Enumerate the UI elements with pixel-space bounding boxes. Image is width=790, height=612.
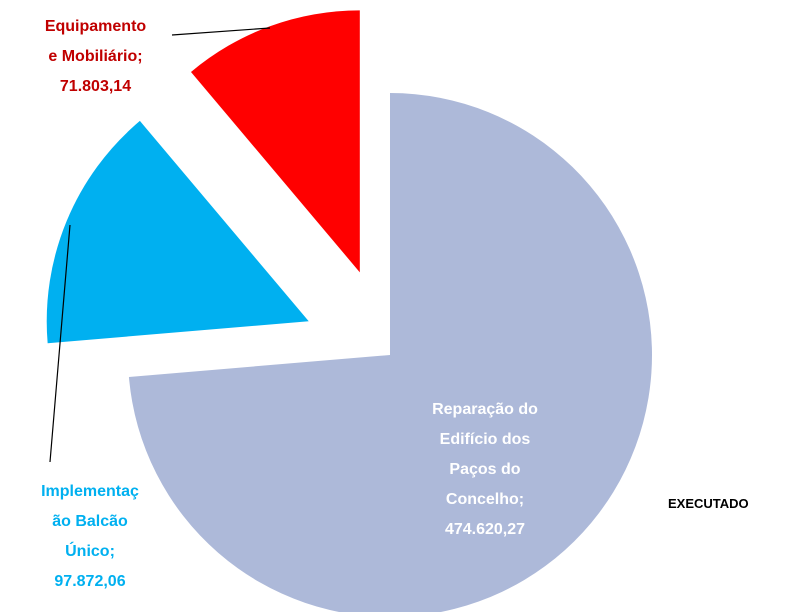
pie-slice (46, 120, 309, 344)
leader-line (49, 224, 71, 463)
label-value: 474.620,27 (444, 521, 526, 538)
data-label: Equipamento e Mobiliário; 71.803,14 (41, 12, 150, 102)
pie-slice (128, 93, 652, 612)
series-name: EXECUTADO (668, 496, 749, 511)
label-separator: ; (518, 491, 525, 508)
label-separator: ; (109, 543, 115, 560)
pie-slice (190, 10, 360, 273)
label-category: Implementação Balcão Único (41, 483, 139, 560)
label-category: Equipamento e Mobiliário (44, 18, 147, 65)
label-category: Reparação do Edifício dos Paços do Conce… (432, 401, 538, 508)
label-separator: ; (137, 48, 143, 65)
leader-line (171, 27, 271, 36)
data-label: Implementação Balcão Único; 97.872,06 (40, 477, 140, 597)
label-value: 97.872,06 (54, 573, 126, 590)
data-label: Reparação do Edifício dos Paços do Conce… (430, 395, 540, 545)
label-value: 71.803,14 (59, 78, 132, 95)
